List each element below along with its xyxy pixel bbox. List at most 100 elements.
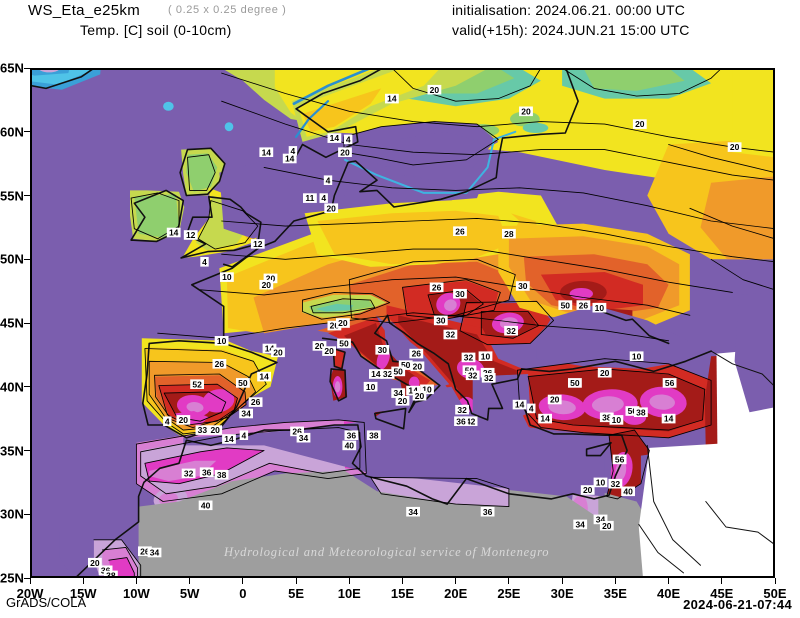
x-tick (295, 578, 297, 584)
contour-line (101, 546, 138, 578)
contour-line (222, 68, 579, 268)
contour-line (179, 147, 226, 197)
contour-label-text: 20 (262, 280, 272, 290)
contour-label-box (199, 467, 214, 477)
contour-line (710, 350, 775, 388)
field-polygon (638, 440, 775, 578)
contour-label-text: 32 (184, 469, 194, 479)
contour-label-box (453, 226, 467, 236)
contour-line (142, 339, 278, 439)
contour-label-box (200, 257, 209, 267)
contour-label-box (344, 430, 359, 440)
valid-time: valid(+15h): 2024.JUN.21 15:00 UTC (452, 22, 690, 38)
contour-label-box (480, 506, 495, 517)
contour-label: 38 (214, 470, 229, 480)
contour-label: 26 (409, 349, 424, 359)
contour-label-text: 11 (305, 193, 314, 203)
contour-label-box (504, 325, 518, 336)
contour-label-box (336, 318, 350, 328)
contour-label: 50 (462, 365, 477, 375)
contour-label-box (527, 403, 536, 414)
contour-line (561, 68, 723, 97)
contour-label-text: 30 (518, 281, 528, 291)
contour-label: 34 (573, 520, 588, 530)
x-tick-label: 20W (16, 586, 44, 601)
contour-line (344, 130, 517, 194)
contour-label: 20 (338, 147, 352, 157)
contour-label-text: 14 (371, 369, 381, 379)
contour-label: 36 (98, 565, 113, 575)
contour-label: 32 (481, 373, 496, 383)
field-polygon (317, 210, 509, 265)
contour-label: 14 (222, 434, 236, 444)
contour-label-text: 34 (393, 388, 403, 398)
contour-label-box (323, 175, 333, 185)
contour-label-box (661, 413, 676, 424)
contour-line (221, 72, 775, 153)
contour-label-text: 36 (347, 430, 357, 440)
contour-label-text: 56 (615, 455, 625, 465)
contour-label-text: 10 (222, 272, 232, 282)
contour-label: 40 (198, 500, 213, 511)
contour-label-text: 14 (664, 414, 674, 424)
contour-label-text: 20 (550, 395, 560, 405)
contour-label-box (138, 546, 152, 556)
contour-label: 32 (443, 330, 458, 340)
contour-label-text: 56 (628, 406, 638, 416)
contour-label-box (453, 288, 467, 299)
contour-label-text: 20 (90, 558, 100, 568)
contour-label-text: 14 (330, 133, 340, 143)
x-tick-label: 25E (497, 586, 521, 601)
soil-temperature-map[interactable]: 14 20 14 4 20 20 20 20 14 4 11 4 20 14 4 14 12 12 4 10 20 26 2… (30, 68, 775, 578)
contour-label: 32 (461, 352, 476, 363)
contour-label-box (629, 351, 644, 361)
contour-label-text: 4 (326, 175, 331, 185)
contour-label-text: 33 (198, 425, 208, 435)
contour-label: 14 (257, 372, 271, 382)
contour-label-box (512, 399, 527, 410)
contour-label-text: 12 (253, 239, 263, 249)
contour-label-box (296, 432, 311, 443)
contour-label-box (597, 367, 612, 378)
contour-line (646, 444, 701, 566)
contour-label: 26 (480, 368, 495, 378)
contour-label-box (593, 477, 608, 488)
contour-label: 32 (465, 370, 480, 380)
y-tick-label: 45N (0, 315, 24, 331)
contour-label-box (463, 416, 478, 426)
x-tick (348, 578, 350, 584)
contour-label-text: 30 (455, 289, 465, 299)
contour-label: 10 (363, 381, 378, 392)
contour-label: 4 (239, 430, 249, 440)
contour-label: 20 (580, 485, 595, 495)
contour-label-box (406, 385, 420, 396)
contour-label: 56 (662, 378, 677, 388)
contour-label-text: 38 (602, 412, 612, 422)
contour-label-text: 4 (529, 404, 534, 414)
contour-label-box (271, 347, 285, 358)
contour-label-box (461, 352, 476, 363)
contour-line (180, 196, 262, 259)
contour-label: 4 (527, 403, 536, 414)
contour-label-text: 34 (596, 515, 606, 525)
contour-label-box (538, 413, 552, 424)
contour-line (585, 441, 612, 457)
y-tick (24, 322, 30, 324)
initialisation-time: initialisation: 2024.06.21. 00:00 UTC (452, 2, 686, 18)
x-tick (82, 578, 84, 584)
contour-label-text: 10 (422, 384, 432, 394)
field-blob (202, 389, 235, 413)
contour-label-box (163, 416, 172, 426)
field-polygon (598, 491, 652, 578)
contour-label-box (198, 500, 213, 511)
contour-label: 32 (455, 405, 469, 415)
contour-label: 30 (515, 281, 530, 291)
contour-label: 4 (319, 193, 328, 203)
contour-label: 12 (250, 239, 265, 249)
contour-label: 20 (324, 203, 339, 213)
x-tick (189, 578, 191, 584)
field-blob (186, 402, 204, 413)
grid-resolution: ( 0.25 x 0.25 degree ) (168, 4, 287, 16)
x-tick-label: 5E (288, 586, 305, 601)
